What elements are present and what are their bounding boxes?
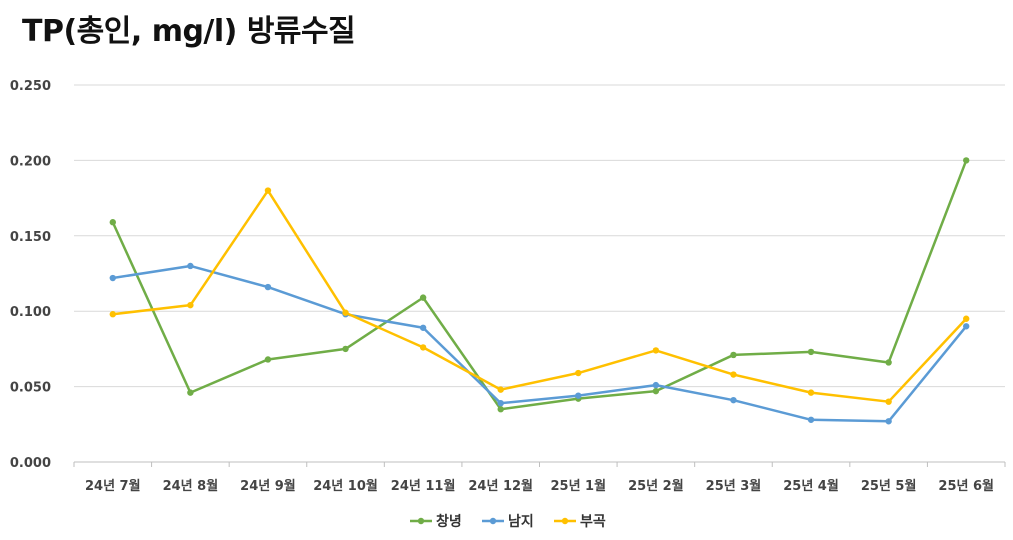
data-point (652, 387, 660, 395)
data-point (652, 381, 660, 389)
legend: 창녕 남지 부곡 (410, 513, 606, 530)
x-tick-label: 25년 3월 (706, 478, 762, 494)
data-point (187, 389, 194, 396)
y-tick-label: 0.050 (10, 381, 51, 396)
data-point (730, 351, 737, 359)
series-line-3 (112, 189, 968, 403)
x-tick-label: 25년 5월 (861, 478, 917, 494)
data-point (730, 396, 737, 404)
series-lines (109, 157, 970, 425)
data-point (187, 262, 194, 270)
data-point (109, 311, 116, 318)
data-point (963, 323, 970, 330)
x-tick-label: 25년 4월 (783, 478, 839, 494)
legend-item: 창녕 (410, 513, 462, 530)
data-point (575, 392, 582, 399)
x-tick-label: 25년 2월 (628, 478, 684, 494)
y-tick-label: 0.200 (10, 154, 51, 169)
data-point (885, 398, 892, 405)
legend-swatch-marker (417, 517, 425, 525)
data-point (730, 371, 737, 378)
legend-label: 남지 (508, 513, 534, 530)
y-axis: 0.000 0.050 0.100 0.150 0.200 0.250 (10, 79, 51, 471)
x-tick-label: 24년 7월 (85, 478, 141, 494)
data-point (342, 309, 349, 316)
legend-label: 창녕 (436, 513, 462, 530)
data-point (419, 324, 427, 331)
data-point (807, 416, 815, 423)
legend-label: 부곡 (580, 514, 606, 530)
data-point (807, 348, 815, 356)
x-tick-label: 25년 1월 (550, 478, 606, 494)
x-tick-label: 24년 8월 (163, 478, 219, 494)
data-point (885, 418, 892, 425)
data-point (419, 294, 427, 301)
x-tick-label: 25년 6월 (938, 478, 994, 494)
data-point (963, 157, 970, 164)
x-tick-label: 24년 12월 (468, 478, 533, 494)
x-axis: 24년 7월 24년 8월 24년 9월 24년 10월 24년 11월 24년 12월 2… (73, 462, 1006, 494)
x-tick-label: 24년 9월 (240, 478, 296, 494)
legend-item: 남지 (482, 513, 534, 530)
legend-item: 부곡 (554, 514, 606, 530)
series-line-1 (111, 159, 968, 411)
data-point (109, 219, 116, 226)
legend-swatch-marker (489, 517, 497, 525)
data-point (264, 187, 272, 194)
data-point (187, 301, 194, 309)
data-point (342, 345, 349, 353)
y-tick-label: 0.150 (10, 230, 51, 245)
data-point (264, 283, 272, 291)
x-tick-label: 24년 11월 (391, 478, 456, 494)
legend-swatch-marker (561, 517, 569, 525)
data-point (497, 399, 504, 407)
data-point (109, 274, 116, 282)
data-point (652, 347, 660, 354)
x-tick-label: 24년 10월 (313, 478, 378, 494)
data-point (497, 386, 504, 393)
data-point (885, 359, 892, 366)
chart-title: TP(총인, mg/l) 방류수질 (22, 14, 356, 49)
data-point (419, 344, 427, 351)
data-point (497, 406, 504, 413)
y-tick-label: 0.250 (10, 79, 51, 94)
data-point (575, 369, 582, 377)
y-tick-label: 0.000 (10, 456, 51, 471)
series-line-2 (112, 264, 968, 423)
y-tick-label: 0.100 (10, 305, 51, 320)
data-point (807, 389, 815, 396)
data-point (963, 315, 970, 322)
data-point (264, 356, 272, 363)
